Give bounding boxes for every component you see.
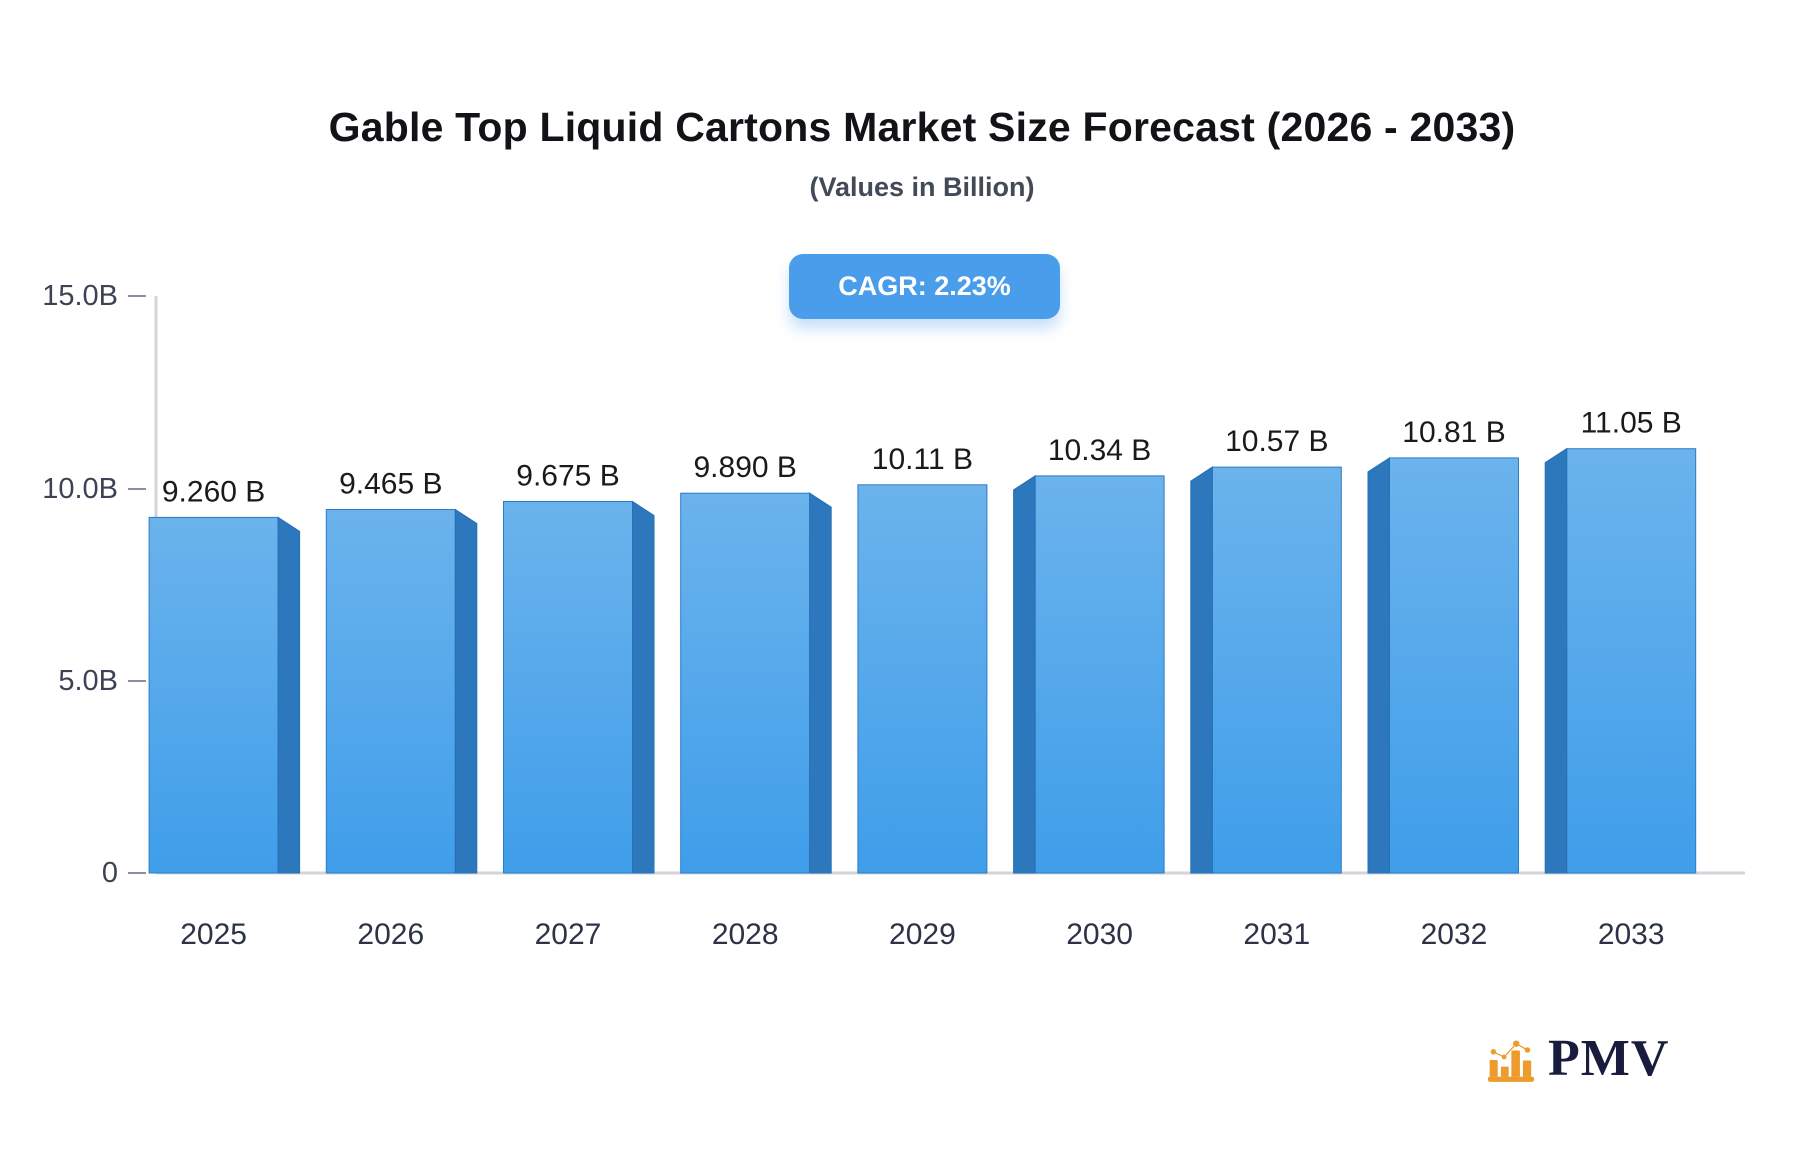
svg-text:2031: 2031 [1243, 918, 1310, 951]
svg-text:15.0B: 15.0B [42, 280, 118, 312]
svg-text:2027: 2027 [535, 918, 602, 951]
svg-text:11.05 B: 11.05 B [1581, 407, 1682, 440]
svg-text:2032: 2032 [1421, 918, 1488, 951]
svg-text:10.81 B: 10.81 B [1402, 416, 1505, 449]
svg-text:5.0B: 5.0B [58, 665, 118, 697]
svg-text:2030: 2030 [1066, 918, 1133, 951]
svg-text:9.890 B: 9.890 B [693, 451, 796, 484]
svg-text:10.57 B: 10.57 B [1225, 425, 1328, 458]
svg-text:2029: 2029 [889, 918, 956, 951]
svg-text:9.260 B: 9.260 B [162, 475, 265, 508]
svg-text:10.34 B: 10.34 B [1048, 434, 1151, 467]
svg-text:2025: 2025 [180, 918, 247, 951]
svg-text:0: 0 [102, 857, 118, 889]
svg-text:2026: 2026 [357, 918, 424, 951]
svg-text:10.0B: 10.0B [42, 473, 118, 505]
svg-text:2033: 2033 [1598, 918, 1665, 951]
svg-text:9.675 B: 9.675 B [516, 460, 619, 493]
svg-text:9.465 B: 9.465 B [339, 468, 442, 501]
svg-text:2028: 2028 [712, 918, 779, 951]
svg-text:10.11 B: 10.11 B [872, 443, 973, 476]
